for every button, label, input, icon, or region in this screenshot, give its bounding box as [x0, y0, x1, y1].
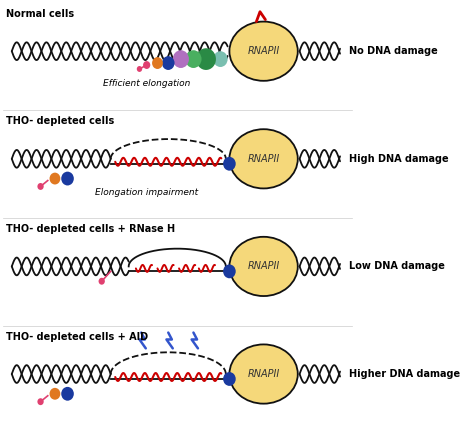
Circle shape [50, 173, 60, 184]
Circle shape [162, 56, 174, 70]
Text: RNAPII: RNAPII [247, 154, 280, 164]
Ellipse shape [229, 237, 298, 296]
Ellipse shape [229, 22, 298, 81]
Circle shape [196, 48, 216, 70]
Circle shape [223, 265, 236, 278]
Ellipse shape [229, 344, 298, 404]
Text: Higher DNA damage: Higher DNA damage [349, 369, 460, 379]
Circle shape [61, 387, 74, 401]
Text: Normal cells: Normal cells [6, 9, 74, 19]
Circle shape [143, 61, 150, 69]
Circle shape [37, 183, 44, 190]
Circle shape [173, 50, 189, 68]
Text: RNAPII: RNAPII [247, 262, 280, 272]
Circle shape [50, 388, 60, 400]
Circle shape [37, 398, 44, 405]
Circle shape [137, 66, 142, 72]
Circle shape [61, 172, 74, 185]
Circle shape [152, 57, 163, 69]
Text: THO- depleted cells: THO- depleted cells [6, 116, 115, 126]
Circle shape [223, 157, 236, 170]
Text: High DNA damage: High DNA damage [349, 154, 449, 164]
Circle shape [213, 51, 228, 67]
Text: THO- depleted cells + AID: THO- depleted cells + AID [6, 331, 148, 341]
Text: Elongation impairment: Elongation impairment [95, 188, 198, 198]
Ellipse shape [229, 129, 298, 188]
Text: No DNA damage: No DNA damage [349, 46, 438, 56]
Text: RNAPII: RNAPII [247, 46, 280, 56]
Text: THO- depleted cells + RNase H: THO- depleted cells + RNase H [6, 224, 175, 234]
Circle shape [223, 372, 236, 386]
Text: Efficient elongation: Efficient elongation [103, 79, 191, 88]
Circle shape [185, 50, 201, 68]
Text: Low DNA damage: Low DNA damage [349, 262, 445, 272]
Text: RNAPII: RNAPII [247, 369, 280, 379]
Circle shape [99, 278, 105, 285]
